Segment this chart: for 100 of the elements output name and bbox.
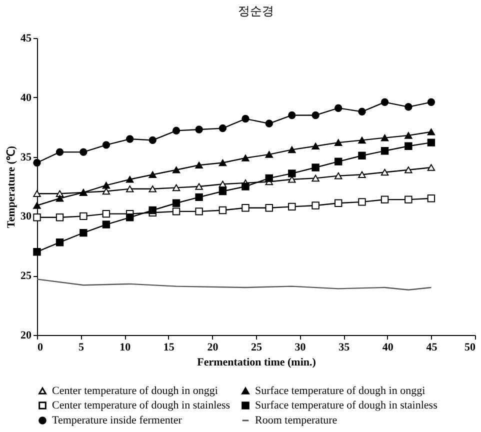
point bbox=[56, 194, 64, 202]
point bbox=[404, 142, 412, 150]
y-tick-label: 30 bbox=[20, 210, 32, 223]
point bbox=[218, 187, 227, 196]
point bbox=[427, 138, 436, 146]
point bbox=[288, 146, 296, 154]
point bbox=[358, 198, 366, 206]
point bbox=[427, 194, 436, 202]
point bbox=[56, 148, 64, 156]
point bbox=[334, 139, 342, 146]
x-tick-label: 25 bbox=[251, 342, 262, 354]
point bbox=[33, 202, 41, 209]
point bbox=[195, 183, 203, 190]
point bbox=[218, 180, 227, 188]
point bbox=[265, 174, 273, 182]
point bbox=[148, 171, 156, 178]
point bbox=[358, 152, 366, 160]
point bbox=[242, 114, 250, 123]
point bbox=[427, 128, 436, 136]
point bbox=[33, 158, 41, 167]
point bbox=[380, 98, 389, 106]
legend-label: Temperature inside fermenter bbox=[52, 414, 182, 426]
point bbox=[404, 196, 412, 204]
point bbox=[288, 170, 296, 178]
x-tick-label: 5 bbox=[78, 342, 85, 354]
point bbox=[380, 196, 389, 204]
point bbox=[334, 199, 342, 207]
y-tick-label: 40 bbox=[20, 92, 32, 104]
point bbox=[172, 126, 180, 135]
point bbox=[380, 134, 389, 142]
point bbox=[172, 184, 180, 192]
y-tick-label: 25 bbox=[20, 270, 32, 282]
point bbox=[242, 182, 250, 190]
point bbox=[195, 208, 203, 216]
point bbox=[148, 185, 156, 192]
legend-label: Surface temperature of dough in onggi bbox=[255, 384, 426, 397]
x-axis-title: Fermentation time (min.) bbox=[197, 356, 316, 368]
x-tick-label: 35 bbox=[338, 342, 350, 354]
point bbox=[312, 202, 320, 210]
point bbox=[380, 168, 389, 176]
point bbox=[242, 154, 250, 162]
point bbox=[265, 120, 273, 128]
point bbox=[102, 141, 110, 149]
point bbox=[358, 108, 366, 116]
point bbox=[265, 204, 273, 212]
y-tick-label: 35 bbox=[20, 151, 32, 164]
point bbox=[195, 193, 203, 202]
x-tick-label: 40 bbox=[382, 342, 394, 354]
point bbox=[334, 158, 342, 166]
point bbox=[334, 172, 342, 180]
line-series bbox=[36, 278, 432, 290]
point bbox=[102, 188, 110, 195]
point bbox=[195, 162, 203, 169]
point bbox=[358, 171, 366, 178]
point bbox=[33, 248, 41, 256]
point bbox=[242, 204, 250, 212]
x-tick-label: 15 bbox=[163, 342, 175, 354]
point bbox=[80, 148, 88, 156]
point bbox=[56, 214, 64, 222]
point bbox=[427, 164, 436, 171]
legend-label: Room temperature bbox=[255, 414, 338, 426]
point bbox=[312, 164, 320, 172]
y-tick-label: 20 bbox=[20, 330, 32, 342]
point bbox=[102, 210, 110, 218]
point bbox=[334, 104, 342, 112]
point bbox=[126, 176, 134, 183]
x-tick-label: 20 bbox=[207, 342, 219, 354]
point bbox=[126, 185, 134, 192]
point bbox=[148, 206, 156, 214]
point bbox=[56, 238, 64, 246]
legend-label: Surface temperature of dough in stainless bbox=[255, 400, 438, 412]
point bbox=[126, 135, 134, 143]
point bbox=[404, 166, 412, 174]
point bbox=[126, 214, 134, 222]
point bbox=[265, 151, 273, 158]
point bbox=[312, 174, 320, 182]
point bbox=[195, 126, 203, 134]
x-tick-label: 0 bbox=[38, 342, 44, 354]
point bbox=[218, 124, 227, 132]
x-tick-label: 10 bbox=[120, 342, 132, 354]
point bbox=[380, 147, 389, 155]
x-tick-label: 30 bbox=[294, 342, 306, 354]
point bbox=[358, 136, 366, 144]
legend-label: Center temperature of dough in stainless bbox=[52, 400, 230, 412]
point bbox=[312, 111, 320, 120]
point bbox=[218, 159, 227, 166]
point bbox=[312, 142, 320, 150]
legend-label: Center temperature of dough in onggi bbox=[52, 384, 218, 397]
x-tick-label: 50 bbox=[464, 342, 476, 354]
point bbox=[404, 132, 412, 139]
point bbox=[172, 166, 180, 174]
point bbox=[218, 206, 227, 214]
y-tick-label: 45 bbox=[20, 32, 32, 44]
point bbox=[80, 228, 88, 237]
point bbox=[172, 208, 180, 216]
point bbox=[404, 103, 412, 111]
point bbox=[80, 212, 88, 220]
point bbox=[288, 202, 296, 211]
point bbox=[172, 199, 180, 207]
chart-title: 정순경 bbox=[238, 4, 274, 18]
